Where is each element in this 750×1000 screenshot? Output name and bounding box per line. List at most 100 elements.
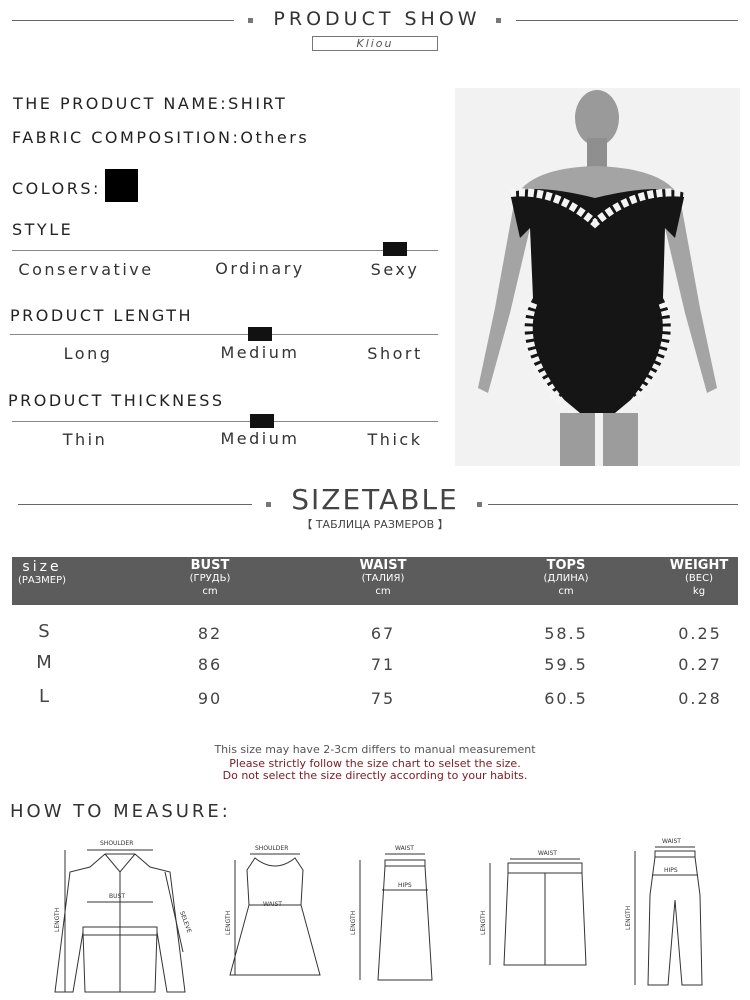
thickness-title: PRODUCT THICKNESS <box>8 391 225 410</box>
measure-label: WAIST <box>538 850 557 857</box>
thickness-option: Thin <box>62 430 108 449</box>
col-label: BUST <box>190 558 230 573</box>
measure-label: LENGTH <box>480 911 487 935</box>
col-sub: (ДЛИНА) <box>543 573 589 584</box>
divider-dot <box>266 502 271 507</box>
warning-line: Do not select the size directly accordin… <box>222 769 528 782</box>
measure-label: WAIST <box>395 845 414 852</box>
measure-label: LENGTH <box>350 911 357 935</box>
col-label: size <box>22 559 62 575</box>
sizetable-title: SIZETABLE <box>291 483 459 516</box>
style-option: Sexy <box>370 260 420 279</box>
shoulder-label: SHOULDER <box>100 840 133 847</box>
product-name: THE PRODUCT NAME:SHIRT <box>13 94 287 113</box>
divider <box>516 20 738 21</box>
cell-waist: 71 <box>370 655 396 674</box>
cell-waist: 67 <box>370 624 396 643</box>
measure-label: SELEVE <box>178 910 192 934</box>
measure-label: HIPS <box>398 882 412 889</box>
cell-bust: 82 <box>197 624 223 643</box>
col-label: WEIGHT <box>669 558 729 573</box>
style-title: STYLE <box>12 220 74 239</box>
cell-tops: 58.5 <box>544 624 588 643</box>
length-title: PRODUCT LENGTH <box>10 306 194 325</box>
thickness-option: Thick <box>367 430 423 449</box>
measure-label: SHOULDER <box>255 845 288 852</box>
col-tops: TOPS (ДЛИНА) cm <box>506 559 626 598</box>
length-scale-line <box>10 334 438 335</box>
measure-label: LENGTH <box>54 908 61 932</box>
skirt-measure-sketch: WAIST HIPS LENGTH <box>350 845 433 981</box>
measure-label: BUST <box>109 893 125 900</box>
divider <box>488 504 738 505</box>
measure-label: LENGTH <box>225 911 232 935</box>
length-option: Short <box>367 344 423 363</box>
cell-waist: 75 <box>370 689 396 708</box>
cell-size: L <box>38 686 52 707</box>
measure-label: LENGTH <box>625 906 632 930</box>
size-table-header: size (РАЗМЕР) BUST (ГРУДЬ) cm WAIST (ТАЛИЯ) c… <box>12 557 738 605</box>
divider-dot <box>496 18 501 23</box>
divider <box>12 20 234 21</box>
style-option: Conservative <box>18 260 154 279</box>
divider <box>18 504 252 505</box>
dress-measure-sketch: SHOULDER WAIST LENGTH <box>225 845 321 976</box>
brand-label: Kliou <box>312 36 438 51</box>
col-label: WAIST <box>359 558 407 573</box>
col-sub: (РАЗМЕР) <box>17 575 67 586</box>
col-unit: cm <box>375 586 391 597</box>
product-name-value: SHIRT <box>228 94 288 113</box>
cell-weight: 0.25 <box>678 624 722 643</box>
product-photo <box>455 88 740 466</box>
length-option: Long <box>63 344 113 363</box>
col-sub: (ГРУДЬ) <box>189 573 231 584</box>
cell-tops: 59.5 <box>544 655 588 674</box>
measure-label: HIPS <box>664 867 678 874</box>
col-bust: BUST (ГРУДЬ) cm <box>150 559 270 598</box>
length-marker <box>248 327 272 341</box>
col-unit: cm <box>202 586 218 597</box>
length-option: Medium <box>220 343 300 362</box>
style-scale-line <box>12 250 438 251</box>
col-waist: WAIST (ТАЛИЯ) cm <box>323 559 443 598</box>
cell-tops: 60.5 <box>544 689 588 708</box>
measure-label: WAIST <box>263 901 282 908</box>
divider-dot <box>248 18 253 23</box>
fabric-composition: FABRIC COMPOSITION:Others <box>12 128 309 147</box>
cell-weight: 0.28 <box>678 689 722 708</box>
col-weight: WEIGHT (ВЕС) kg <box>639 559 750 598</box>
product-name-label: THE PRODUCT NAME: <box>13 94 229 113</box>
fabric-label: FABRIC COMPOSITION: <box>12 128 241 147</box>
measure-label: WAIST <box>662 838 681 845</box>
shorts-measure-sketch: WAIST LENGTH <box>480 850 587 966</box>
color-swatch-black[interactable] <box>105 169 138 202</box>
col-unit: kg <box>692 586 706 597</box>
fabric-value: Others <box>240 128 310 147</box>
jacket-measure-sketch: SHOULDER BUST LENGTH SELEVE <box>54 840 193 993</box>
style-option: Ordinary <box>215 259 305 278</box>
cell-bust: 90 <box>197 689 223 708</box>
colors-label: COLORS: <box>12 179 101 198</box>
cell-size: M <box>36 652 54 673</box>
col-size: size (РАЗМЕР) <box>0 559 102 587</box>
thickness-option: Medium <box>220 429 300 448</box>
cell-weight: 0.27 <box>678 655 722 674</box>
style-marker <box>383 242 407 256</box>
col-label: TOPS <box>546 558 586 573</box>
col-sub: (ТАЛИЯ) <box>361 573 405 584</box>
measure-title: HOW TO MEASURE: <box>10 801 231 822</box>
pants-measure-sketch: WAIST HIPS LENGTH <box>625 838 703 986</box>
divider-dot <box>477 502 482 507</box>
thickness-marker <box>250 414 274 428</box>
cell-size: S <box>38 621 52 642</box>
thickness-scale-line <box>12 421 438 422</box>
sizetable-subtitle: 【 ТАБЛИЦА РАЗМЕРОВ 】 <box>301 518 449 531</box>
col-sub: (ВЕС) <box>685 573 713 584</box>
size-note: This size may have 2-3cm differs to manu… <box>214 743 536 756</box>
warning-line: Please strictly follow the size chart to… <box>229 757 521 770</box>
cell-bust: 86 <box>197 655 223 674</box>
section-title: PRODUCT SHOW <box>273 8 481 30</box>
col-unit: cm <box>558 586 574 597</box>
size-warning: Please strictly follow the size chart to… <box>100 758 650 782</box>
